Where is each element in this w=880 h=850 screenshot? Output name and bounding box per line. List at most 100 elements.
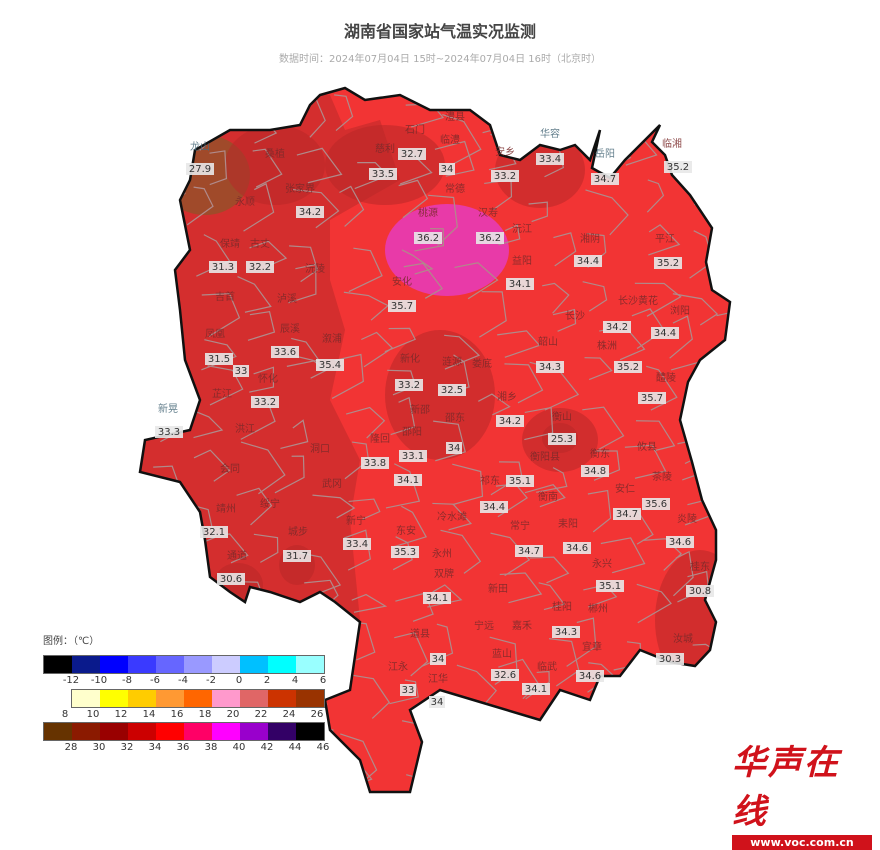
place-name: 茶陵 xyxy=(652,470,672,483)
legend-swatch xyxy=(184,656,212,673)
hot-area xyxy=(385,204,509,296)
county-boundary xyxy=(201,293,241,337)
place-name: 永兴 xyxy=(592,557,612,570)
temperature-label: 33.2 xyxy=(494,171,516,182)
legend-label: -4 xyxy=(178,675,188,686)
county-boundary xyxy=(158,365,187,390)
county-boundary xyxy=(526,796,549,821)
temperature-label: 35.2 xyxy=(657,258,679,269)
county-boundary xyxy=(585,189,629,236)
temperature-label: 32.6 xyxy=(494,670,516,681)
county-boundary xyxy=(274,455,305,494)
county-boundary xyxy=(591,752,622,792)
county-boundary xyxy=(193,449,231,482)
place-name: 醴陵 xyxy=(656,372,676,384)
county-boundary xyxy=(529,556,570,584)
temperature-label-bg xyxy=(480,501,508,513)
county-boundary xyxy=(445,723,480,756)
temperature-label-bg xyxy=(155,426,183,438)
county-boundary xyxy=(401,249,434,275)
legend-label: 6 xyxy=(319,675,327,686)
temperature-map: 龙山桑植 石门 澧县临澧慈利张家界永顺 华容岳阳 临湘安乡常德桃源 汉寿沅江湘阴 平江 保靖古… xyxy=(138,86,732,821)
legend-swatch xyxy=(100,690,128,707)
legend-swatch xyxy=(44,723,72,740)
legend-label: 40 xyxy=(232,742,246,753)
county-boundary xyxy=(351,593,388,613)
place-name: 耒阳 xyxy=(558,518,578,530)
county-boundary xyxy=(334,94,354,131)
place-name: 衡东 xyxy=(590,447,610,460)
place-name: 长沙黄花 xyxy=(618,294,658,307)
place-name: 宜章 xyxy=(582,640,602,653)
temperature-label-bg xyxy=(429,696,445,708)
temperature-label-bg xyxy=(233,365,249,377)
county-boundary xyxy=(392,505,427,548)
temperature-label: 34.4 xyxy=(577,256,599,267)
place-name: 石门 xyxy=(405,123,425,136)
legend-label: 8 xyxy=(61,709,69,720)
legend-swatch xyxy=(268,723,296,740)
legend-swatch xyxy=(240,723,268,740)
legend-swatch xyxy=(72,656,100,673)
county-boundary xyxy=(189,408,224,439)
county-boundary xyxy=(394,631,429,677)
county-boundary xyxy=(196,799,231,821)
place-name: 永顺 xyxy=(235,195,255,208)
county-boundary xyxy=(389,679,419,705)
county-boundary xyxy=(622,787,658,792)
temperature-label: 33.1 xyxy=(402,451,424,462)
temperature-label: 34.3 xyxy=(539,362,561,373)
place-name: 保靖 xyxy=(220,237,240,250)
county-boundary xyxy=(289,245,319,283)
temperature-label-bg xyxy=(491,170,519,182)
county-boundary xyxy=(718,665,730,702)
legend-label: 32 xyxy=(120,742,134,753)
place-name: 湘乡 xyxy=(497,390,517,403)
place-name: 祁东 xyxy=(480,474,500,487)
county-boundary xyxy=(499,572,543,604)
temperature-label-bg xyxy=(414,232,442,244)
place-name: 东安 xyxy=(396,524,416,537)
temperature-label: 33.6 xyxy=(274,347,296,358)
place-name: 衡阳县 xyxy=(530,451,560,463)
temperature-label: 33.4 xyxy=(346,539,368,550)
legend-swatch xyxy=(296,656,324,673)
county-boundary xyxy=(587,489,612,533)
temperature-label-bg xyxy=(654,257,682,269)
place-name: 炎陵 xyxy=(677,513,697,525)
cooler-west-area xyxy=(140,90,400,640)
temperature-label: 35.7 xyxy=(391,301,413,312)
legend-label: 28 xyxy=(64,742,78,753)
temperature-label: 34.3 xyxy=(555,627,577,638)
county-boundary xyxy=(252,148,283,188)
temperature-label: 34.1 xyxy=(509,279,531,290)
county-boundary xyxy=(452,463,484,506)
county-boundary xyxy=(497,330,541,358)
county-boundary xyxy=(240,441,286,495)
county-boundary xyxy=(292,188,340,229)
legend-swatch xyxy=(184,690,212,707)
place-name: 澧县 xyxy=(445,110,465,123)
county-boundary xyxy=(343,291,390,321)
legend-label: 38 xyxy=(204,742,218,753)
county-boundary xyxy=(524,484,566,508)
temperature-label: 34.2 xyxy=(499,416,521,427)
county-boundary xyxy=(348,247,383,293)
county-boundary xyxy=(236,487,273,526)
temperature-label-bg xyxy=(574,255,602,267)
county-boundary xyxy=(296,147,343,184)
temperature-label: 35.1 xyxy=(509,476,531,487)
legend-label: 34 xyxy=(148,742,162,753)
place-name: 桂东 xyxy=(690,560,710,573)
temperature-label-bg xyxy=(515,545,543,557)
county-boundary xyxy=(442,114,482,167)
legend-color-bar xyxy=(43,722,325,741)
county-boundary xyxy=(553,232,577,267)
place-name: 桃源 xyxy=(418,206,438,219)
legend-swatch xyxy=(296,690,324,707)
county-boundary xyxy=(582,281,608,312)
place-name: 隆回 xyxy=(370,432,390,445)
temperature-label-bg xyxy=(536,153,564,165)
county-boundary xyxy=(239,759,274,792)
county-boundary xyxy=(550,746,585,778)
